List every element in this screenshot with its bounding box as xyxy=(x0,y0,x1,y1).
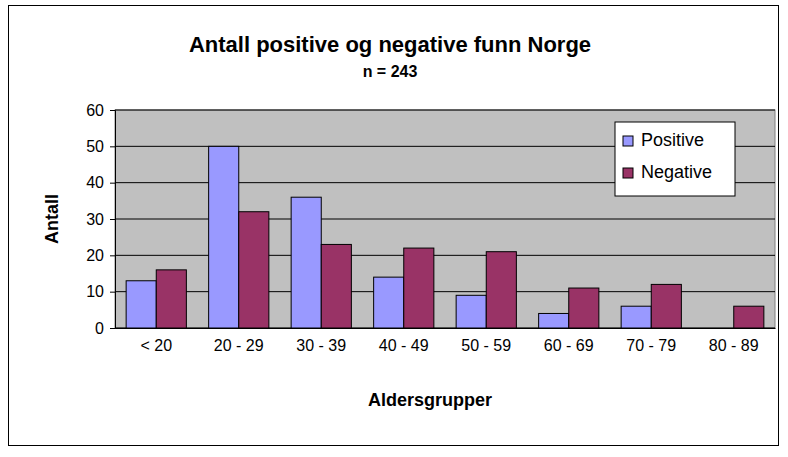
tick-mark xyxy=(110,146,115,147)
legend-swatch xyxy=(623,136,633,146)
bar xyxy=(291,197,321,328)
bar xyxy=(156,270,186,328)
chart-frame xyxy=(9,6,779,446)
tick: 40 - 49 xyxy=(379,328,429,354)
bar xyxy=(734,306,764,328)
tick-label: 50 xyxy=(86,138,104,155)
bar xyxy=(704,328,734,329)
tick-label: 10 xyxy=(86,283,104,300)
tick-label: 20 - 29 xyxy=(214,337,264,354)
tick: 30 xyxy=(86,211,115,228)
bar xyxy=(209,146,239,328)
tick-label: < 20 xyxy=(140,337,172,354)
tick: 60 xyxy=(86,102,115,119)
legend-swatch xyxy=(623,168,633,178)
bar xyxy=(374,277,404,328)
axis-line xyxy=(116,328,776,329)
bars xyxy=(126,146,764,328)
tick-label: 50 - 59 xyxy=(461,337,511,354)
bar xyxy=(651,284,681,328)
tick-label: 20 xyxy=(86,247,104,264)
grid-line xyxy=(115,110,775,111)
tick-mark xyxy=(110,255,115,256)
bar xyxy=(126,281,156,328)
y-axis: 0 10 20 30 40 50 60 xyxy=(86,102,115,337)
tick-label: 30 xyxy=(86,211,104,228)
tick-label: 70 - 79 xyxy=(626,337,676,354)
tick-label: 0 xyxy=(95,320,104,337)
grid xyxy=(115,110,775,328)
plot-area xyxy=(115,110,775,328)
tick: 50 - 59 xyxy=(461,328,511,354)
tick: 0 xyxy=(95,320,115,337)
bar xyxy=(404,248,434,328)
bar xyxy=(539,313,569,328)
tick: 10 xyxy=(86,283,115,300)
legend-label: Positive xyxy=(641,130,704,150)
legend-box xyxy=(615,122,735,196)
tick-mark xyxy=(110,219,115,220)
bar xyxy=(239,212,269,328)
bar xyxy=(486,252,516,328)
legend: Positive Negative xyxy=(615,122,735,196)
chart: 0 10 20 30 40 50 60 < 20 20 - 29 30 - 39 40 - 49 50… xyxy=(0,0,788,457)
tick: < 20 xyxy=(140,328,172,354)
bar xyxy=(321,244,351,328)
tick-label: 40 xyxy=(86,174,104,191)
title: Antall positive og negative funn Norge xyxy=(189,32,591,57)
tick: 40 xyxy=(86,174,115,191)
tick: 80 - 89 xyxy=(709,328,759,354)
legend-label: Negative xyxy=(641,162,712,182)
tick: 20 - 29 xyxy=(214,328,264,354)
tick-label: 60 - 69 xyxy=(544,337,594,354)
tick-mark xyxy=(110,110,115,111)
tick-label: 40 - 49 xyxy=(379,337,429,354)
tick: 20 xyxy=(86,247,115,264)
tick-mark xyxy=(110,328,115,329)
subtitle: n = 243 xyxy=(363,63,418,80)
tick-mark xyxy=(110,183,115,184)
tick: 50 xyxy=(86,138,115,155)
bar xyxy=(569,288,599,328)
axis-line xyxy=(110,111,116,329)
tick-label: 30 - 39 xyxy=(296,337,346,354)
bar xyxy=(621,306,651,328)
tick-label: 80 - 89 xyxy=(709,337,759,354)
y-axis-title: Antall xyxy=(42,194,62,244)
tick-label: 60 xyxy=(86,102,104,119)
bar xyxy=(456,295,486,328)
tick: 60 - 69 xyxy=(544,328,594,354)
x-axis-title: Aldersgrupper xyxy=(368,390,492,410)
x-axis: < 20 20 - 29 30 - 39 40 - 49 50 - 59 60 - 69 7… xyxy=(116,328,776,354)
tick: 70 - 79 xyxy=(626,328,676,354)
tick-mark xyxy=(110,292,115,293)
tick: 30 - 39 xyxy=(296,328,346,354)
